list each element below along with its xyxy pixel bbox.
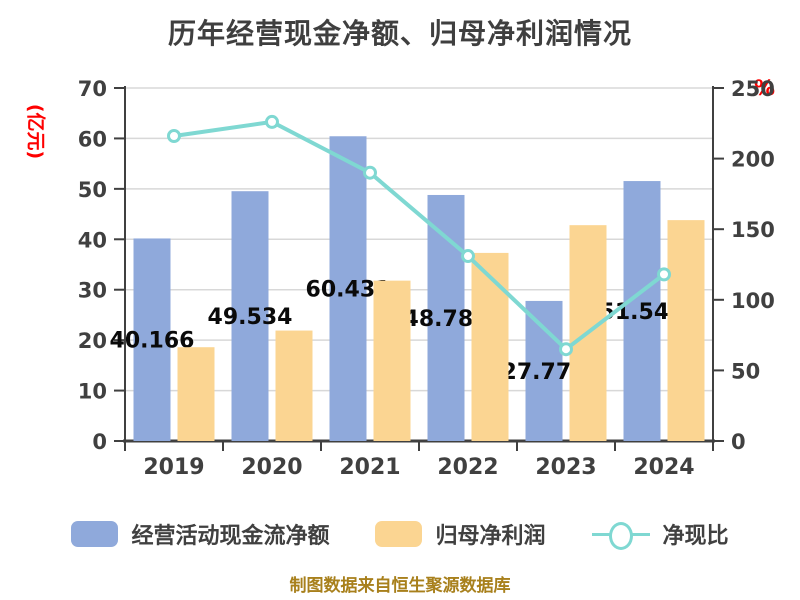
- bar-operating-cash-flow-2020: [231, 191, 269, 441]
- left-tick-label: 70: [78, 77, 107, 101]
- line-marker-2023: [559, 342, 573, 357]
- line-marker-2024: [657, 267, 671, 282]
- legend: 经营活动现金流净额 归母净利润 净现比: [0, 510, 800, 558]
- line-net-cash-ratio: [172, 119, 666, 352]
- legend-label: 归母净利润: [435, 524, 546, 549]
- left-tick-label: 50: [78, 178, 107, 202]
- data-source-note: 制图数据来自恒生聚源数据库: [289, 576, 511, 596]
- right-tick-label: 0: [731, 430, 746, 454]
- x-tick-label: 2022: [437, 455, 498, 480]
- legend-item-operating-cash-flow[interactable]: 经营活动现金流净额: [71, 518, 329, 550]
- line-marker-2019: [167, 129, 181, 144]
- x-tick-label: 2021: [339, 455, 400, 480]
- bar-net-profit-2024: [667, 220, 705, 441]
- bar-operating-cash-flow-2019: [133, 238, 171, 441]
- legend-item-net-cash-ratio[interactable]: 净现比: [591, 518, 729, 550]
- bar-operating-cash-flow-2024: [623, 181, 661, 441]
- bar-net-profit-2022: [471, 252, 509, 441]
- left-tick-label: 60: [78, 127, 107, 151]
- right-axis-unit-label: %: [754, 76, 776, 100]
- bar-operating-cash-flow-2023: [525, 300, 563, 441]
- legend-line-marker-icon: [591, 520, 650, 550]
- left-tick-label: 40: [78, 228, 107, 252]
- x-tick-label: 2023: [535, 455, 596, 480]
- x-tick-label: 2019: [143, 455, 204, 480]
- legend-label: 净现比: [662, 524, 729, 549]
- legend-swatch-net-profit: [375, 521, 423, 547]
- bar-net-profit-2021: [373, 280, 411, 441]
- x-tick-label: 2024: [633, 455, 694, 480]
- bar-value-label: 49.534: [208, 305, 293, 330]
- bar-operating-cash-flow-2021: [329, 136, 367, 441]
- right-tick-label: 200: [731, 148, 775, 172]
- legend-label: 经营活动现金流净额: [131, 524, 330, 549]
- left-tick-label: 30: [78, 279, 107, 303]
- legend-line-dot: [608, 522, 633, 550]
- x-tick-label: 2020: [241, 455, 302, 480]
- line-marker-2022: [461, 249, 475, 264]
- bar-net-profit-2019: [177, 347, 215, 441]
- left-tick-label: 0: [92, 430, 107, 454]
- right-tick-label: 250: [731, 77, 775, 101]
- legend-item-net-profit[interactable]: 归母净利润: [375, 518, 546, 550]
- right-tick-label: 100: [731, 289, 775, 313]
- legend-swatch-operating-cash-flow: [71, 521, 119, 547]
- bar-net-profit-2020: [275, 330, 313, 441]
- chart-title: 历年经营现金净额、归母净利润情况: [167, 17, 632, 50]
- left-tick-label: 10: [78, 380, 107, 404]
- left-tick-label: 20: [78, 329, 107, 353]
- right-tick-label: 50: [731, 359, 760, 383]
- line-marker-2020: [265, 114, 279, 129]
- line-marker-2021: [363, 165, 377, 180]
- right-tick-label: 150: [731, 218, 775, 242]
